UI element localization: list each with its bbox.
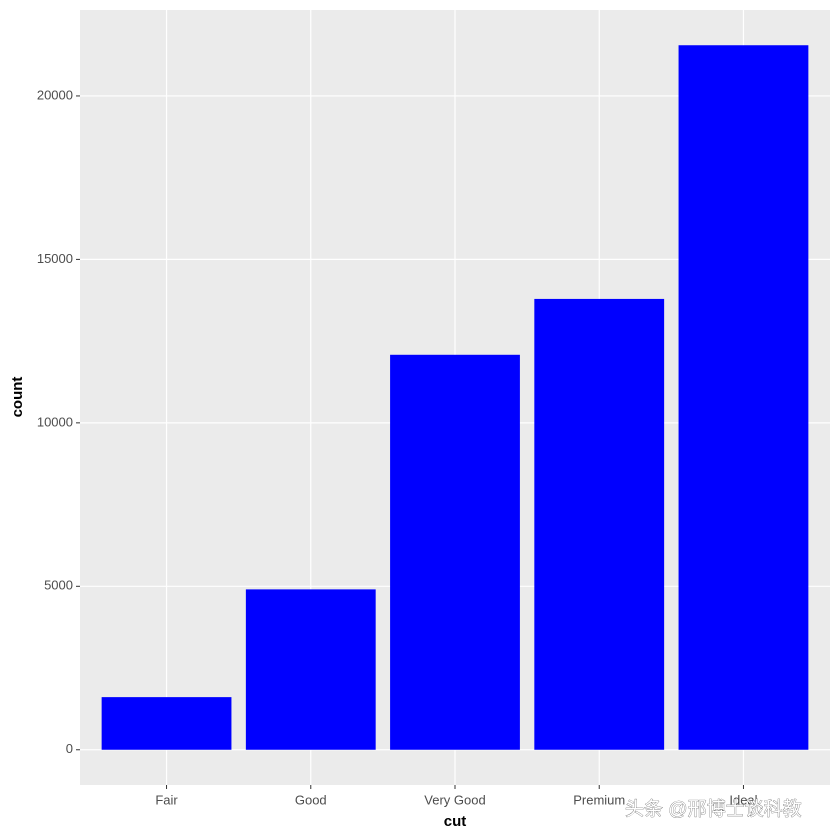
y-tick-label: 0 bbox=[66, 741, 73, 756]
y-tick-label: 5000 bbox=[44, 578, 73, 593]
y-tick-label: 20000 bbox=[37, 87, 73, 102]
bar bbox=[101, 697, 232, 750]
x-tick-label: Premium bbox=[573, 792, 625, 807]
bar bbox=[245, 589, 376, 750]
x-tick-label: Very Good bbox=[424, 792, 485, 807]
watermark: 头条 @邢博士谈科教 bbox=[625, 798, 802, 820]
x-axis-title: cut bbox=[444, 813, 467, 830]
y-tick-label: 10000 bbox=[37, 414, 73, 429]
y-axis-title: count bbox=[9, 377, 26, 418]
marks bbox=[101, 45, 809, 750]
bar bbox=[390, 354, 520, 750]
x-tick-label: Ideal bbox=[729, 792, 757, 807]
bar bbox=[534, 298, 665, 750]
x-tick-label: Fair bbox=[155, 792, 178, 807]
y-tick-label: 15000 bbox=[37, 251, 73, 266]
x-tick-label: Good bbox=[295, 792, 327, 807]
bar bbox=[678, 45, 809, 750]
